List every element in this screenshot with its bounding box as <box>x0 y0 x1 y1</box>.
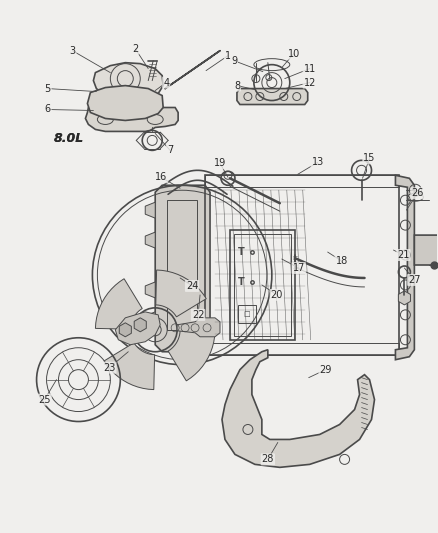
Text: 22: 22 <box>192 310 204 320</box>
Polygon shape <box>93 63 163 101</box>
Polygon shape <box>177 318 220 337</box>
Polygon shape <box>155 185 210 352</box>
Bar <box>205 175 399 355</box>
Text: 16: 16 <box>155 172 167 182</box>
Text: 17: 17 <box>293 263 305 273</box>
Polygon shape <box>168 330 215 381</box>
Text: 20: 20 <box>271 290 283 300</box>
Bar <box>205 343 399 355</box>
Polygon shape <box>145 232 155 248</box>
Text: 28: 28 <box>261 455 274 464</box>
Text: 1: 1 <box>225 51 231 61</box>
Text: 13: 13 <box>311 157 324 167</box>
Text: 6: 6 <box>45 104 51 115</box>
Text: □: □ <box>244 311 250 317</box>
Text: 29: 29 <box>319 365 332 375</box>
Text: 11: 11 <box>304 63 316 74</box>
Text: 2: 2 <box>132 44 138 54</box>
Text: 4: 4 <box>163 78 169 87</box>
Bar <box>238 305 256 323</box>
Text: 25: 25 <box>38 394 51 405</box>
Text: 27: 27 <box>408 275 420 285</box>
Text: T: T <box>238 277 245 287</box>
Text: 5: 5 <box>44 84 51 94</box>
Bar <box>234 234 291 336</box>
Polygon shape <box>237 88 308 104</box>
Text: 3: 3 <box>69 46 75 55</box>
Bar <box>205 175 399 187</box>
Text: 7: 7 <box>167 146 173 155</box>
Text: 12: 12 <box>304 78 316 87</box>
Text: 26: 26 <box>411 188 424 198</box>
Polygon shape <box>145 312 155 328</box>
Text: 24: 24 <box>186 281 198 291</box>
Polygon shape <box>115 312 160 345</box>
Text: 21: 21 <box>397 250 410 260</box>
Text: 8: 8 <box>234 80 240 91</box>
Text: 8.0L: 8.0L <box>53 132 84 145</box>
Polygon shape <box>396 175 414 360</box>
Text: 15: 15 <box>364 154 376 163</box>
Text: 9: 9 <box>231 55 237 66</box>
Polygon shape <box>145 282 155 298</box>
Text: 19: 19 <box>214 158 226 168</box>
Text: 23: 23 <box>103 362 116 373</box>
Bar <box>167 200 197 330</box>
Text: 18: 18 <box>336 256 348 266</box>
Polygon shape <box>145 202 155 218</box>
Polygon shape <box>414 235 438 265</box>
Polygon shape <box>156 270 206 317</box>
Polygon shape <box>104 343 155 390</box>
Text: 10: 10 <box>288 49 300 59</box>
Bar <box>230 230 295 340</box>
Polygon shape <box>222 350 374 467</box>
Text: 8.0L: 8.0L <box>53 132 84 145</box>
Polygon shape <box>85 108 178 132</box>
Polygon shape <box>95 279 142 329</box>
Polygon shape <box>88 86 163 120</box>
Text: T: T <box>238 247 245 257</box>
